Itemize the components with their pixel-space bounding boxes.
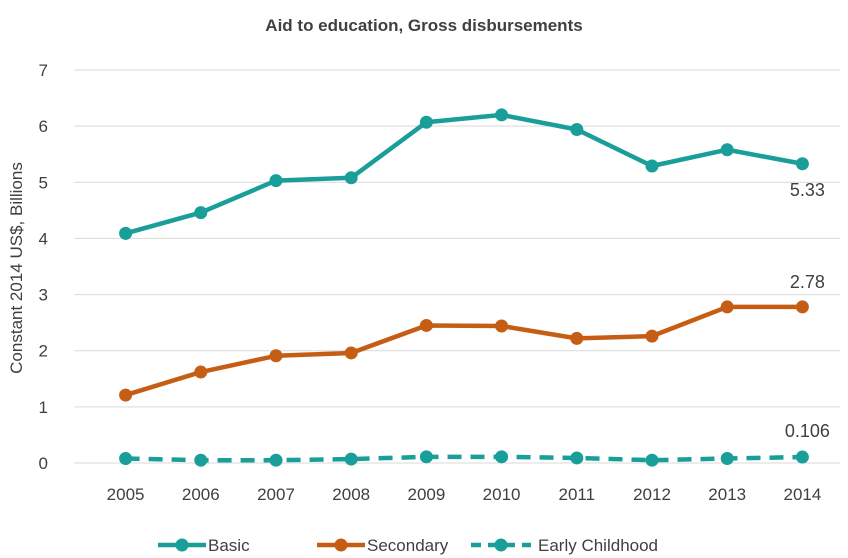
data-point — [419, 318, 433, 332]
data-labels: 5.33 2.78 0.106 — [785, 180, 830, 441]
data-point — [570, 123, 584, 137]
x-tick-label: 2007 — [257, 485, 295, 504]
data-point — [570, 451, 584, 465]
data-point — [269, 453, 283, 467]
series-lines — [119, 108, 809, 467]
x-tick-label: 2010 — [483, 485, 521, 504]
legend: Basic Secondary Early Childhood — [158, 536, 658, 555]
data-point — [119, 388, 133, 402]
legend-label: Early Childhood — [538, 536, 658, 555]
y-tick-label: 1 — [39, 398, 48, 417]
legend-item-early-childhood: Early Childhood — [471, 536, 658, 555]
legend-item-secondary: Secondary — [317, 536, 449, 555]
data-point — [720, 452, 734, 466]
data-point — [795, 300, 809, 314]
x-axis-ticks: 2005 2006 2007 2008 2009 2010 2011 2012 2013 2014 — [107, 485, 822, 504]
y-tick-label: 5 — [39, 173, 48, 192]
legend-item-basic: Basic — [158, 536, 250, 555]
y-tick-label: 7 — [39, 61, 48, 80]
chart-title: Aid to education, Gross disbursements — [265, 16, 582, 35]
data-point — [419, 450, 433, 464]
y-tick-label: 4 — [39, 229, 48, 248]
data-point — [720, 143, 734, 157]
data-point — [194, 365, 208, 379]
series-line-secondary — [123, 304, 805, 398]
data-point — [645, 453, 659, 467]
x-tick-label: 2008 — [332, 485, 370, 504]
data-label-early-childhood: 0.106 — [785, 421, 830, 441]
y-axis-label: Constant 2014 US$, Billions — [7, 162, 26, 374]
data-point — [119, 452, 133, 466]
data-point — [795, 450, 809, 464]
data-point — [570, 331, 584, 345]
series-line-basic — [123, 112, 805, 236]
y-tick-label: 6 — [39, 117, 48, 136]
legend-swatch-marker — [175, 538, 189, 552]
legend-label: Basic — [208, 536, 250, 555]
data-point — [645, 159, 659, 173]
data-point — [344, 452, 358, 466]
data-point — [269, 349, 283, 363]
x-tick-label: 2009 — [407, 485, 445, 504]
data-point — [495, 450, 509, 464]
data-point — [344, 346, 358, 360]
data-point — [194, 453, 208, 467]
y-tick-label: 3 — [39, 286, 48, 305]
data-point — [495, 108, 509, 122]
y-axis-ticks: 0 1 2 3 4 5 6 7 — [39, 61, 48, 473]
legend-swatch-marker — [334, 538, 348, 552]
data-point — [119, 226, 133, 240]
y-tick-label: 0 — [39, 454, 48, 473]
data-label-basic: 5.33 — [790, 180, 825, 200]
x-tick-label: 2006 — [182, 485, 220, 504]
x-tick-label: 2005 — [107, 485, 145, 504]
x-tick-label: 2014 — [783, 485, 821, 504]
data-point — [720, 300, 734, 314]
data-point — [645, 329, 659, 343]
legend-swatch-marker — [494, 538, 508, 552]
data-point — [269, 174, 283, 188]
x-tick-label: 2012 — [633, 485, 671, 504]
data-point — [495, 319, 509, 333]
series-line-early-childhood — [125, 454, 803, 463]
data-label-secondary: 2.78 — [790, 272, 825, 292]
legend-label: Secondary — [367, 536, 449, 555]
x-tick-label: 2011 — [559, 485, 596, 504]
data-point — [344, 171, 358, 185]
data-point — [795, 157, 809, 171]
y-tick-label: 2 — [39, 342, 48, 361]
data-point — [194, 206, 208, 220]
x-tick-label: 2013 — [708, 485, 746, 504]
gridlines — [74, 69, 840, 464]
data-point — [419, 115, 433, 129]
